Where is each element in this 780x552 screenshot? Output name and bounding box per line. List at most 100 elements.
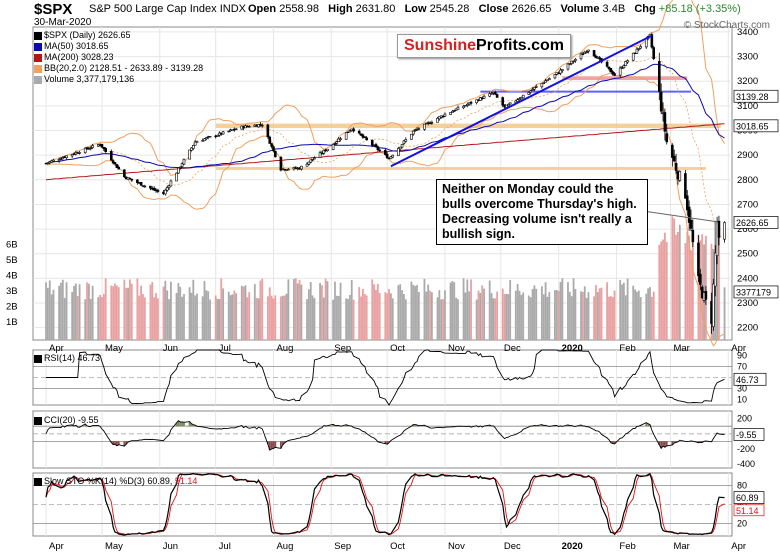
- volume-bar: [248, 292, 251, 340]
- candle-body: [91, 145, 94, 148]
- volume-bar: [309, 281, 312, 340]
- volume-bar: [639, 297, 642, 340]
- candle-body: [326, 148, 329, 152]
- ohlc-readout: Open 2558.98 High 2631.80 Low 2545.28 Cl…: [248, 3, 741, 15]
- volume-bar: [699, 240, 702, 340]
- volume-bar: [386, 293, 389, 340]
- volume-bar: [168, 299, 170, 340]
- candle-body: [52, 159, 55, 162]
- volume-bar: [244, 285, 247, 340]
- volume-bar: [373, 284, 376, 340]
- candle-body: [266, 124, 270, 138]
- candle-body: [203, 138, 206, 142]
- candle-body: [272, 146, 275, 152]
- volume-bar: [624, 295, 627, 340]
- volume-bar: [587, 292, 590, 340]
- volume-bar: [384, 292, 387, 340]
- candle-body: [631, 52, 635, 61]
- candle-body: [456, 106, 460, 110]
- candle-body: [717, 220, 721, 238]
- candle-body: [715, 221, 719, 256]
- volume-bar: [345, 298, 348, 340]
- candle-body: [188, 149, 191, 160]
- candle-body: [221, 131, 225, 135]
- volume-bar: [442, 299, 444, 340]
- volume-bar: [425, 291, 428, 340]
- sto-k-value-tag: 60.89: [736, 493, 759, 503]
- candle-body: [568, 63, 572, 65]
- cci-value-box: [733, 428, 765, 441]
- volume-tick-label: 1B: [6, 317, 18, 328]
- volume-bar: [58, 285, 60, 340]
- price-tick-label: 2800: [737, 175, 758, 186]
- volume-bar: [483, 288, 485, 340]
- price-tick-label: 3400: [737, 27, 758, 38]
- volume-bar: [494, 298, 497, 340]
- candle-body: [611, 71, 615, 75]
- ma50-price-tag-box: [733, 119, 779, 133]
- volume-bar: [710, 243, 713, 340]
- candle-body: [109, 151, 113, 161]
- volume-bar: [438, 290, 441, 340]
- volume-bar: [102, 293, 105, 340]
- volume-bar: [214, 295, 217, 340]
- volume-bar: [514, 290, 517, 340]
- volume-bar: [568, 291, 571, 340]
- volume-bar: [140, 285, 143, 340]
- candle-body: [307, 161, 311, 165]
- rsi-tick-label: 10: [737, 395, 747, 405]
- price-tick-label: 3200: [737, 76, 758, 87]
- x-tick-label: 2020: [562, 343, 583, 354]
- volume-bar: [155, 293, 157, 340]
- volume-bar: [74, 283, 77, 340]
- volume-bar: [652, 291, 655, 340]
- sunshine-profits-logo: SunshineProfits.com: [397, 34, 572, 58]
- candle-body: [257, 124, 260, 128]
- candle-body: [521, 94, 525, 99]
- volume-bar: [611, 297, 614, 340]
- volume-bar: [585, 297, 588, 340]
- candle-body: [411, 130, 415, 135]
- volume-bar: [335, 295, 338, 340]
- volume-bar: [78, 284, 81, 340]
- volume-bar: [678, 224, 681, 340]
- annotation-arrow: [635, 209, 718, 223]
- volume-bar: [548, 292, 551, 340]
- candle-body: [182, 158, 186, 165]
- candle-body: [130, 178, 134, 181]
- volume-bar: [608, 296, 610, 340]
- volume-bar: [671, 216, 674, 340]
- candle-body: [652, 47, 656, 59]
- cci-line: [45, 420, 725, 451]
- x-tick-label-bottom: 2020: [562, 541, 583, 552]
- rsi-tick-label: 70: [737, 362, 747, 372]
- candle-body: [488, 93, 491, 97]
- candle-body: [475, 99, 478, 104]
- price-tick-label: 2400: [737, 273, 758, 284]
- candle-body: [169, 180, 173, 187]
- volume-bar: [632, 285, 635, 340]
- candle-body: [346, 131, 350, 134]
- volume-bar: [71, 292, 74, 340]
- volume-bar: [527, 295, 530, 340]
- candle-body: [167, 185, 171, 188]
- volume-bar: [76, 295, 79, 340]
- volume-bar: [475, 299, 478, 340]
- legend-rsi: RSI(14) 46.73: [34, 353, 100, 363]
- x-tick-label-bottom: Jun: [163, 541, 178, 552]
- volume-bar: [621, 284, 623, 340]
- volume-bar: [716, 250, 718, 340]
- cci-tick-label: -200: [737, 444, 755, 454]
- rsi-tick-label: 90: [737, 351, 747, 361]
- volume-bar: [86, 282, 88, 340]
- volume-bar: [332, 299, 335, 340]
- volume-bar: [311, 295, 314, 340]
- volume-bar: [673, 218, 676, 340]
- candle-body: [613, 73, 616, 76]
- candle-body: [423, 123, 426, 130]
- volume-bar: [399, 284, 402, 340]
- volume-bar: [647, 288, 650, 340]
- volume-bar: [555, 289, 558, 340]
- volume-bar: [583, 286, 586, 340]
- volume-bar: [684, 243, 687, 340]
